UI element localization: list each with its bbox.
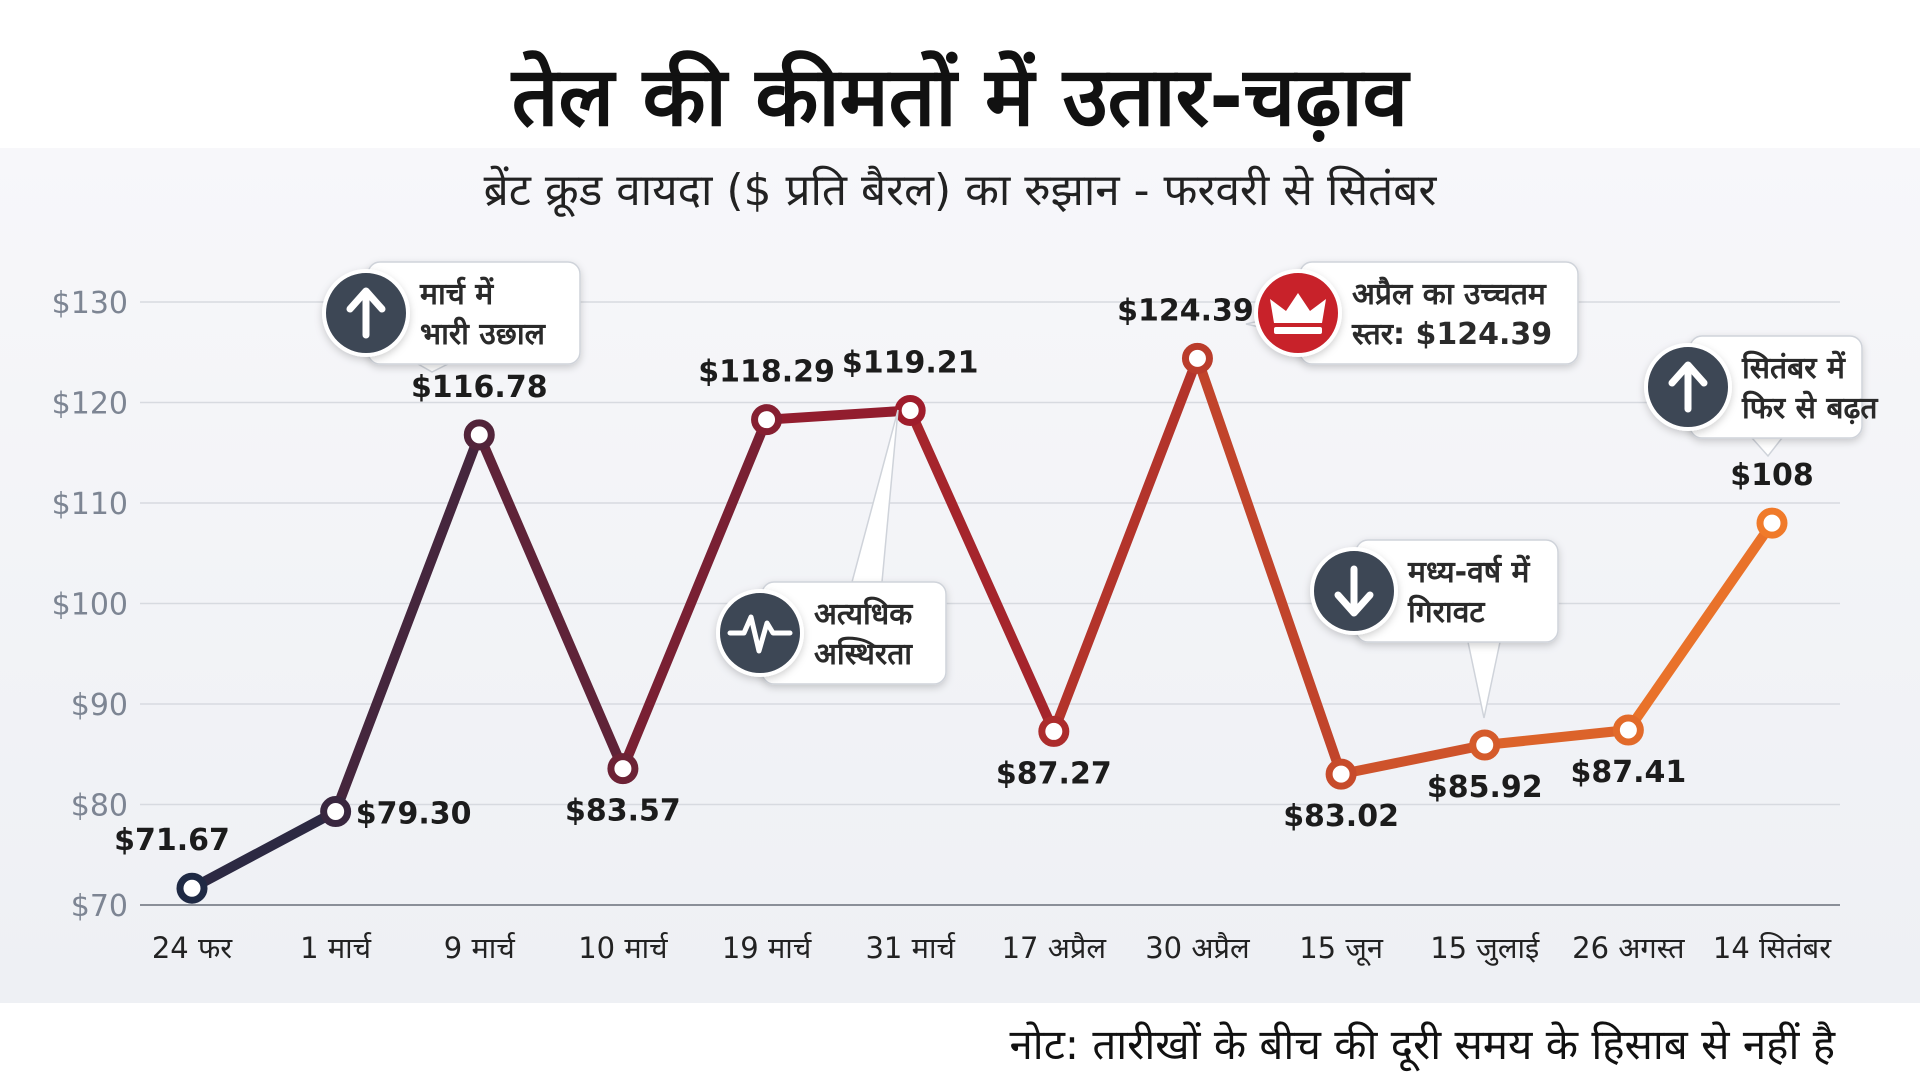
pulse-icon xyxy=(716,589,804,677)
annotation-callout: अप्रैल का उच्चतम स्तर: $124.39 xyxy=(1245,261,1579,365)
x-tick-label: 26 अगस्त xyxy=(1572,931,1685,965)
x-tick-label: 24 फर xyxy=(152,931,233,965)
data-point xyxy=(176,872,208,904)
callout-text: मध्य-वर्ष में xyxy=(1407,554,1531,590)
callout-text: गिरावट xyxy=(1407,594,1486,630)
chart-note: नोट: तारीखों के बीच की दूरी समय के हिसाब… xyxy=(1009,1020,1836,1069)
data-label: $116.78 xyxy=(411,370,548,405)
x-tick-label: 30 अप्रैल xyxy=(1145,931,1251,965)
series-line xyxy=(187,353,1777,894)
line-segment xyxy=(617,414,772,774)
line-segment xyxy=(474,429,628,774)
arrow-up-icon xyxy=(322,269,410,357)
line-segment xyxy=(187,806,341,894)
x-tick-label: 31 मार्च xyxy=(865,931,955,965)
line-segment xyxy=(330,429,485,817)
data-point xyxy=(751,404,783,436)
callout-pointer xyxy=(1750,437,1784,458)
line-segment xyxy=(1623,518,1777,736)
x-tick-label: 15 जून xyxy=(1299,931,1384,966)
callout-pointer xyxy=(1467,641,1501,719)
callout-text: भारी उछाल xyxy=(420,316,547,352)
arrow-down-icon xyxy=(1310,547,1398,635)
y-tick-label: $130 xyxy=(52,286,128,321)
line-segment xyxy=(1479,725,1634,751)
data-point xyxy=(1756,507,1788,539)
line-segment xyxy=(1048,353,1203,737)
data-point xyxy=(894,394,926,426)
y-axis-ticks: $70 $80 $90 $100 $110 $120 $130 xyxy=(52,286,128,924)
chart-subtitle: ब्रेंट क्रूड वायदा ($ प्रति बैरल) का रुझ… xyxy=(483,165,1437,216)
y-tick-label: $100 xyxy=(52,588,128,623)
callout-text: सितंबर में xyxy=(1741,350,1846,386)
data-point xyxy=(1181,342,1213,374)
callout-text: मार्च में xyxy=(419,276,494,312)
data-label: $108 xyxy=(1730,458,1814,493)
data-labels: $71.67 $79.30 $116.78 $83.57 $118.29 $119.21 $… xyxy=(114,293,1814,858)
data-point xyxy=(463,419,495,451)
annotation-callout: अत्यधिक अस्थिरता xyxy=(716,409,947,685)
line-segment xyxy=(1192,353,1347,780)
callout-text: फिर से बढ़त xyxy=(1741,390,1879,426)
data-point xyxy=(1325,758,1357,790)
data-label: $87.27 xyxy=(996,756,1112,791)
annotation-callout: मध्य-वर्ष में गिरावट xyxy=(1310,539,1559,719)
x-tick-label: 15 जुलाई xyxy=(1430,931,1540,966)
data-point xyxy=(1038,715,1070,747)
callout-text: अत्यधिक xyxy=(814,596,913,632)
callout-text: स्तर: $124.39 xyxy=(1351,317,1552,352)
data-label: $87.41 xyxy=(1570,755,1686,790)
callout-text: अप्रैल का उच्चतम xyxy=(1352,276,1547,312)
data-label: $79.30 xyxy=(356,797,472,832)
x-tick-label: 14 सितंबर xyxy=(1713,931,1832,965)
arrow-up-icon xyxy=(1644,343,1732,431)
data-label: $119.21 xyxy=(842,345,979,380)
data-label: $83.57 xyxy=(565,794,681,829)
data-point xyxy=(1612,714,1644,746)
line-segment xyxy=(1336,740,1490,780)
line-segment xyxy=(905,405,1059,737)
x-tick-label: 17 अप्रैल xyxy=(1002,931,1108,965)
y-tick-label: $70 xyxy=(71,889,128,924)
x-tick-label: 9 मार्च xyxy=(444,931,516,965)
data-label: $85.92 xyxy=(1427,770,1543,805)
annotation-callout: सितंबर में फिर से बढ़त xyxy=(1644,335,1879,458)
line-segment xyxy=(761,405,916,425)
data-label: $83.02 xyxy=(1283,799,1399,834)
data-point xyxy=(607,753,639,785)
callout-pointer xyxy=(851,409,899,583)
plot-background xyxy=(0,148,1920,1003)
y-tick-label: $90 xyxy=(71,688,128,723)
annotation-callout: मार्च में भारी उछाल xyxy=(322,261,581,373)
data-point xyxy=(1469,729,1501,761)
data-label: $124.39 xyxy=(1117,293,1254,328)
data-label: $71.67 xyxy=(114,823,230,858)
x-tick-label: 1 मार्च xyxy=(300,931,372,965)
annotations: मार्च में भारी उछाल अत्यधिक अस्थिरता अप्रैल … xyxy=(322,261,1879,719)
y-tick-label: $110 xyxy=(52,487,128,522)
y-tick-label: $120 xyxy=(52,387,128,422)
x-tick-label: 10 मार्च xyxy=(578,931,668,965)
data-label: $118.29 xyxy=(698,355,835,390)
y-tick-label: $80 xyxy=(71,789,128,824)
data-point xyxy=(320,796,352,828)
x-tick-label: 19 मार्च xyxy=(722,931,812,965)
series-points xyxy=(176,342,1788,904)
chart-title: तेल की कीमतों में उतार-चढ़ाव xyxy=(511,50,1409,145)
callout-text: अस्थिरता xyxy=(814,636,913,672)
x-axis-ticks: 24 फर 1 मार्च 9 मार्च 10 मार्च 19 मार्च 31 मा… xyxy=(152,931,1832,966)
crown-icon xyxy=(1254,269,1342,357)
